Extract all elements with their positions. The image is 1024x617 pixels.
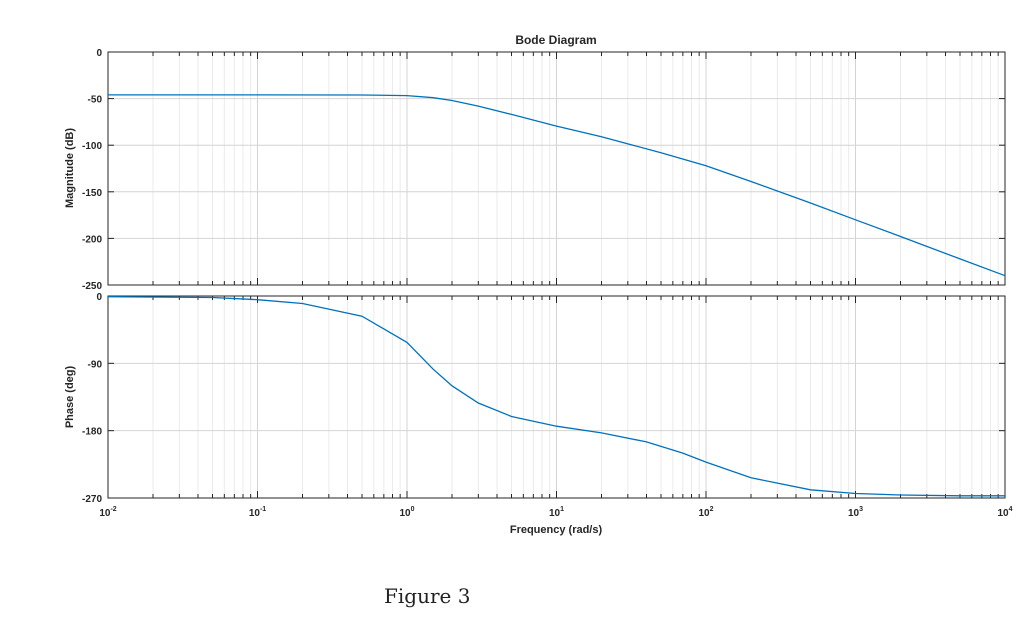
phase-series-line — [107, 296, 1005, 497]
y-tick-label: -50 — [88, 95, 103, 106]
chart-title: Bode Diagram — [515, 33, 596, 47]
x-tick-label: 10-2 — [99, 506, 116, 519]
x-tick-label: 100 — [399, 506, 414, 519]
magnitude-grid — [108, 51, 1005, 286]
y-tick-label: -150 — [82, 188, 102, 199]
x-tick-label: 10-1 — [249, 506, 266, 519]
y-tick-label: 0 — [96, 292, 102, 303]
figure-caption: Figure 3 — [384, 584, 471, 608]
phase-y-ticks: 0 -90 -180 -270 — [82, 292, 1006, 505]
phase-grid — [108, 295, 1005, 499]
magnitude-y-ticks: 0 -50 -100 -150 -200 -250 — [82, 48, 1006, 292]
magnitude-y-label: Magnitude (dB) — [64, 128, 76, 208]
y-tick-label: -90 — [88, 359, 103, 370]
x-tick-labels: 10-2 10-1 100 101 102 103 104 — [99, 506, 1012, 519]
y-tick-label: -200 — [82, 234, 102, 245]
y-tick-label: -100 — [82, 141, 102, 152]
x-tick-label: 103 — [848, 506, 863, 519]
x-tick-label: 102 — [698, 506, 713, 519]
x-axis-label: Frequency (rad/s) — [510, 524, 603, 536]
y-tick-label: -250 — [82, 281, 102, 292]
y-tick-label: -270 — [82, 494, 102, 505]
magnitude-series-line — [108, 94, 1006, 277]
y-tick-label: 0 — [96, 48, 102, 59]
y-tick-label: -180 — [82, 427, 102, 438]
x-tick-label: 101 — [549, 506, 564, 519]
phase-y-label: Phase (deg) — [64, 365, 76, 428]
x-tick-label: 104 — [997, 506, 1012, 519]
